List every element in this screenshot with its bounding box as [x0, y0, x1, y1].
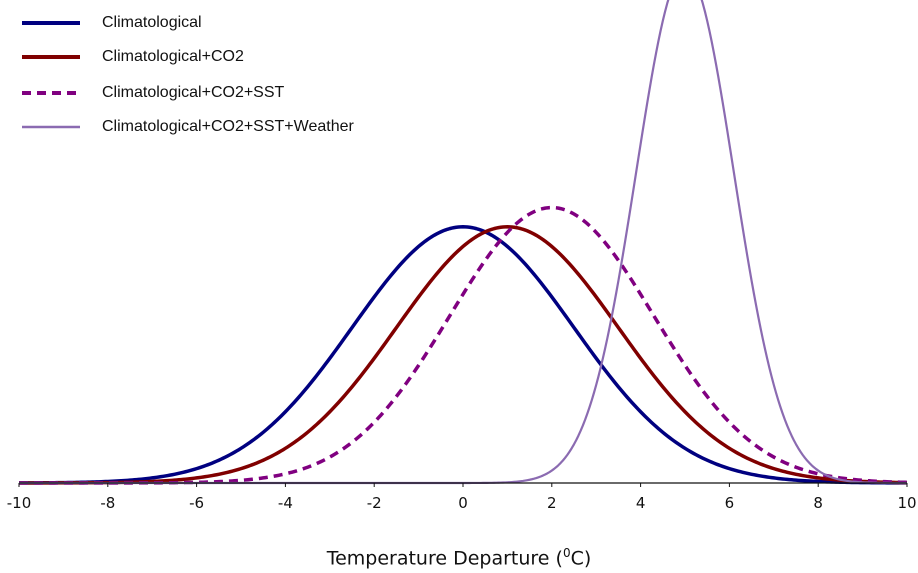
series-line-1: [19, 225, 907, 485]
legend-label: Climatological+CO2: [102, 48, 244, 65]
legend-entry-co2-sst-weather: Climatological+CO2+SST+Weather: [18, 110, 354, 144]
series-line-2: [19, 225, 908, 485]
legend-swatch: [22, 91, 80, 95]
legend-entry-climatological: Climatological: [18, 6, 354, 40]
legend-label: Climatological+CO2+SST: [102, 84, 285, 101]
x-tick-label: 6: [725, 494, 735, 512]
x-tick-label: 10: [897, 494, 916, 512]
x-tick-label: -6: [189, 494, 204, 512]
x-tick-label: -8: [100, 494, 115, 512]
x-axis-unit-open: (: [555, 547, 563, 570]
x-tick-label: 0: [458, 494, 468, 512]
legend-entry-co2: Climatological+CO2: [18, 40, 354, 74]
legend: Climatological Climatological+CO2 Climat…: [18, 6, 354, 144]
legend-label: Climatological+CO2+SST+Weather: [102, 118, 354, 135]
x-tick-label: 8: [813, 494, 823, 512]
x-tick-label: -4: [278, 494, 293, 512]
legend-swatch: [22, 55, 80, 59]
legend-swatch: [22, 21, 80, 25]
x-tick-group: -10 -8 -6 -4 -2 0 2 4 6 8 10: [7, 483, 917, 512]
x-tick-label: 2: [547, 494, 557, 512]
x-axis-unit-close: C): [570, 547, 592, 570]
x-axis-unit-degree: 0: [562, 546, 571, 560]
x-tick-label: -10: [7, 494, 32, 512]
legend-label: Climatological: [102, 14, 202, 31]
x-tick-label: -2: [367, 494, 382, 512]
legend-entry-co2-sst: Climatological+CO2+SST: [18, 76, 354, 110]
x-axis-label-text: Temperature Departure: [326, 547, 550, 570]
legend-swatch: [22, 125, 80, 129]
series-line-3: [19, 205, 908, 485]
x-tick-label: 4: [636, 494, 646, 512]
x-axis-label: Temperature Departure (0C): [0, 546, 918, 569]
